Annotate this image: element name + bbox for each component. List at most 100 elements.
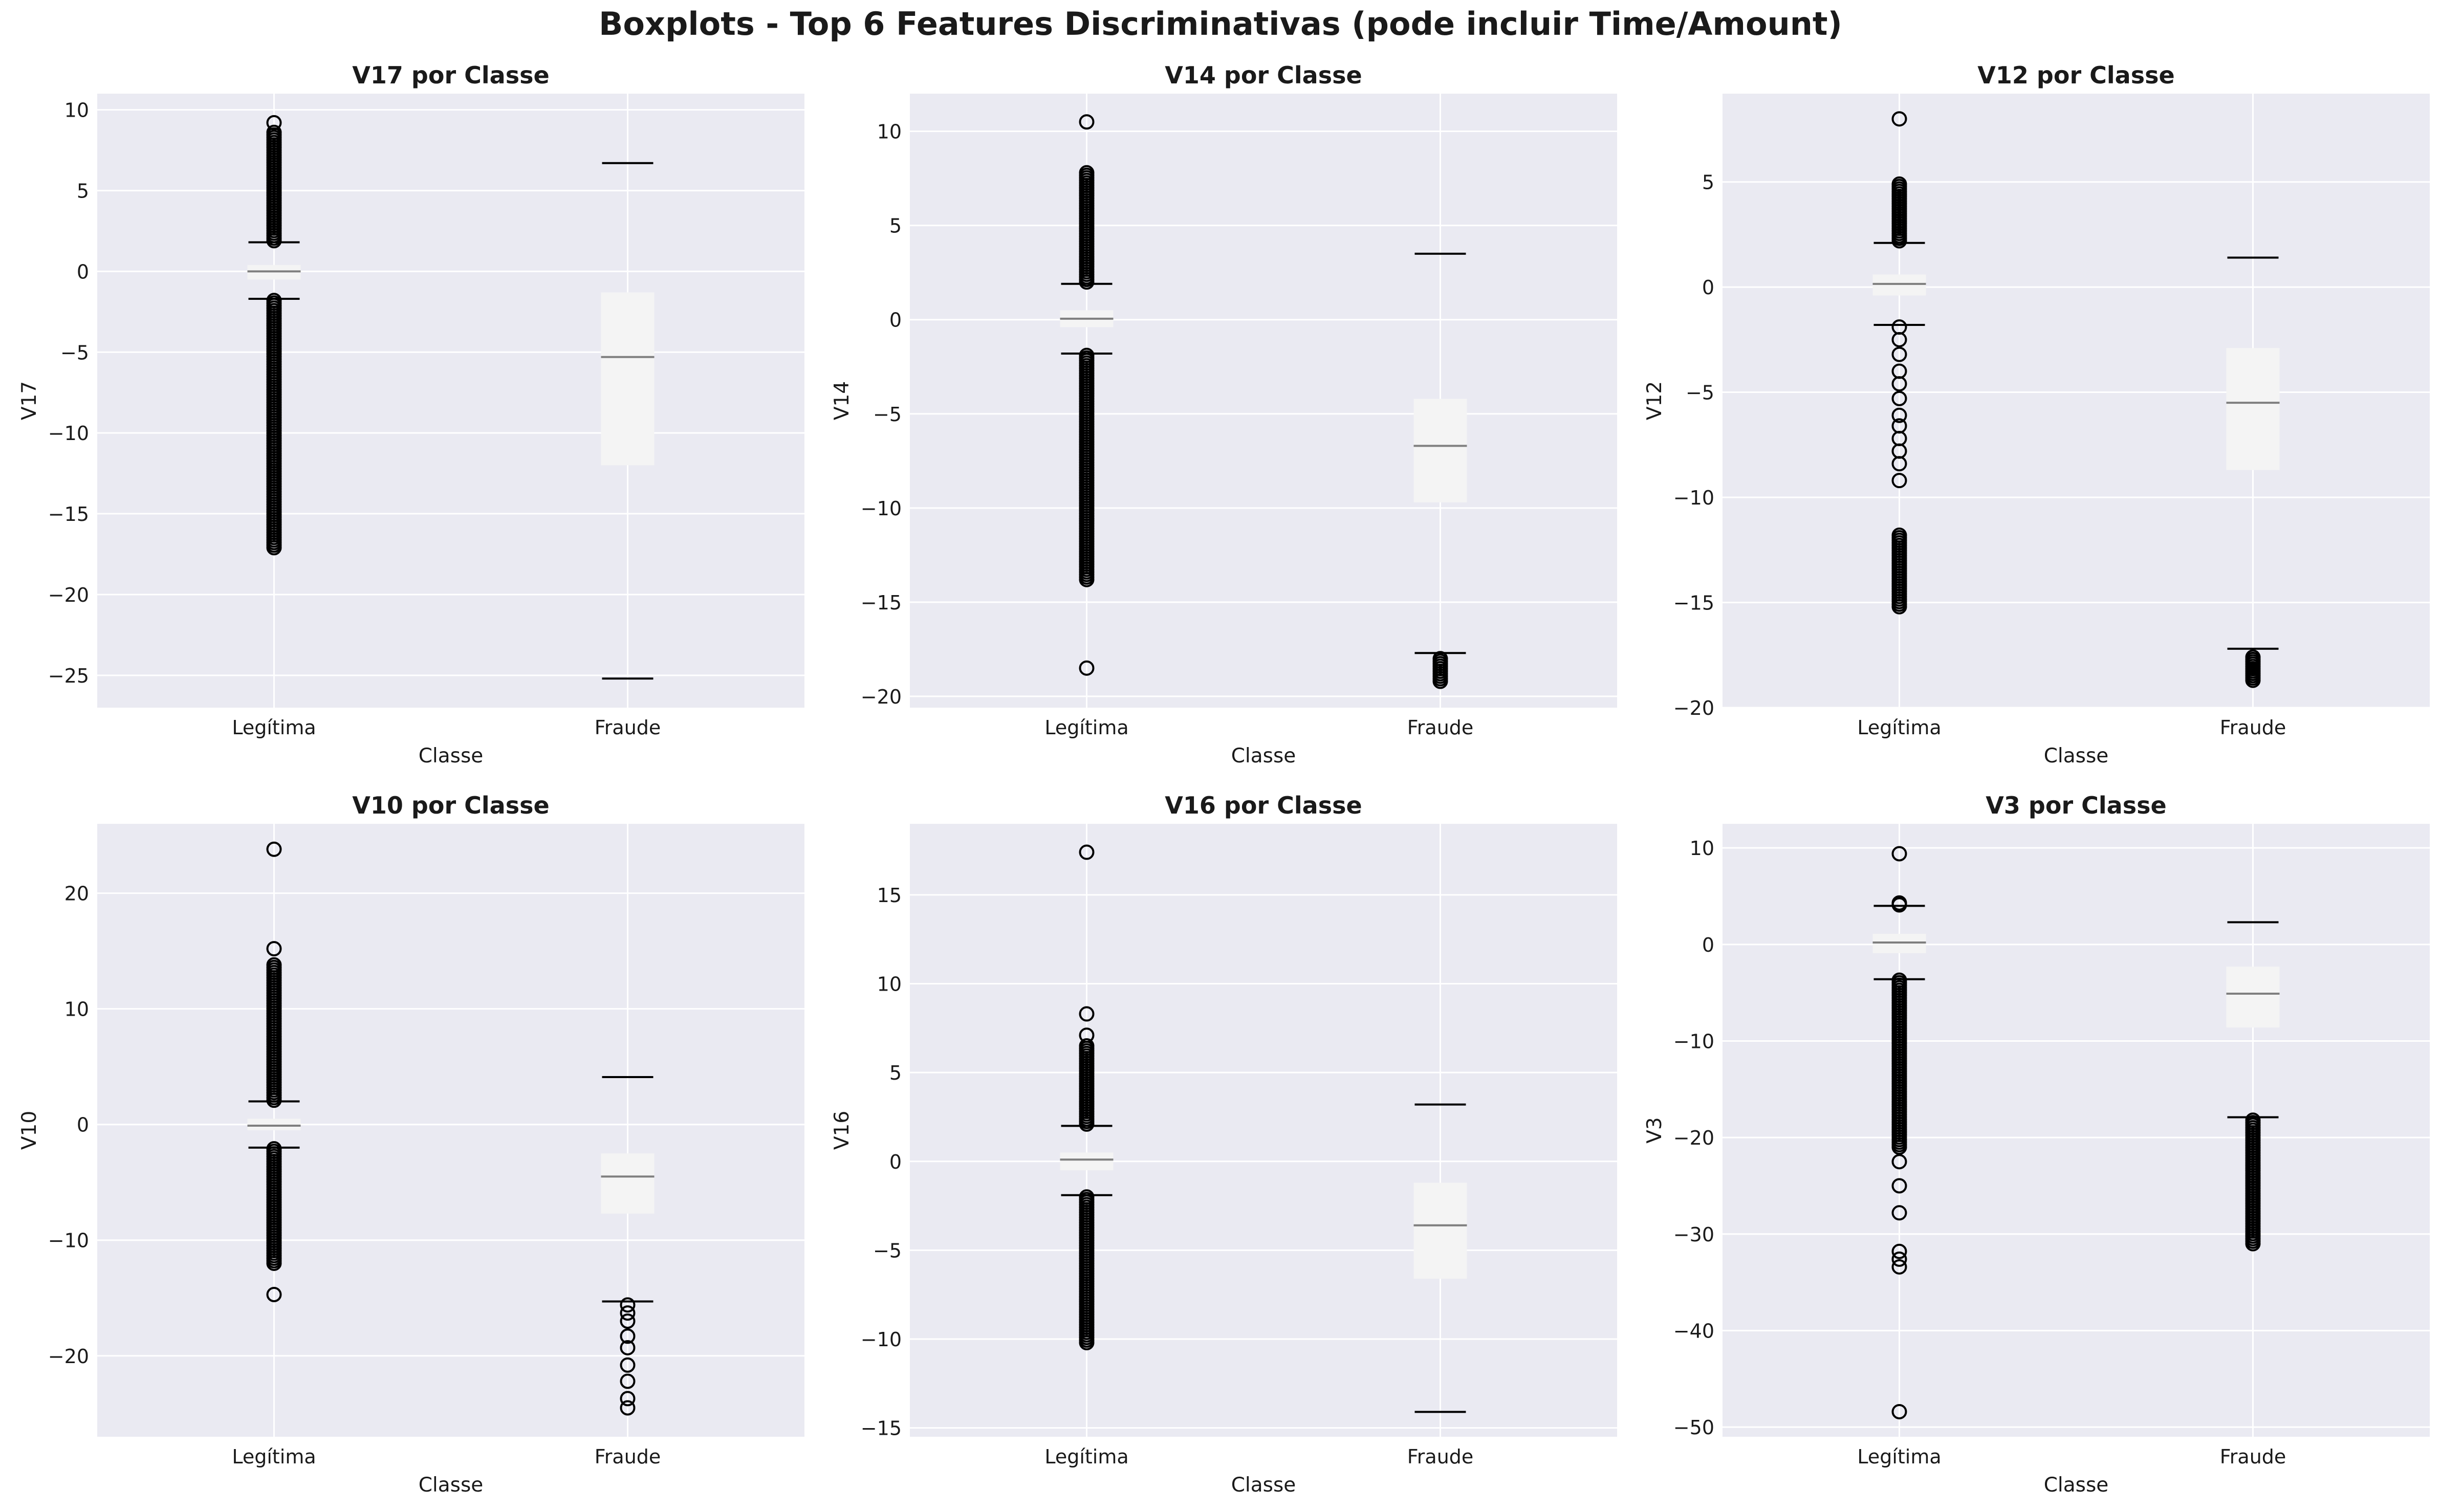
iqr-box (1413, 1182, 1467, 1279)
subplot-4: V10 por Classe −20 −10 0 10 20 Legítima Fraude C… (18, 792, 804, 1497)
iqr-box (1872, 274, 1926, 296)
outlier-point (1079, 1027, 1095, 1043)
x-axis-label: Classe (419, 1474, 484, 1497)
iqr-box (247, 1119, 301, 1130)
outlier-point (1891, 1404, 1907, 1419)
x-axis-label: Classe (2044, 1474, 2109, 1497)
iqr-box (1060, 1152, 1114, 1171)
subplot-title: V17 por Classe (352, 61, 549, 89)
box-fraude (601, 1076, 655, 1416)
subplot-title: V3 por Classe (1986, 792, 2166, 819)
outlier-point (1891, 456, 1907, 472)
outlier-point (1891, 346, 1907, 362)
y-tick-label: 0 (1702, 276, 1714, 299)
y-tick-label: −15 (861, 1417, 902, 1440)
y-tick-label: −10 (1673, 487, 1714, 509)
outlier-point (266, 841, 282, 857)
y-tick-label: −5 (873, 403, 902, 426)
plot-area (910, 94, 1617, 708)
y-tick-label: −20 (48, 584, 89, 606)
x-tick-label: Fraude (2220, 1445, 2286, 1468)
x-tick-label: Legítima (1044, 1445, 1128, 1468)
y-tick-label: −15 (1673, 592, 1714, 615)
outlier-point (266, 1286, 282, 1302)
outlier-point (1891, 1178, 1907, 1194)
y-tick-label: −25 (48, 665, 89, 687)
outlier-point (1891, 473, 1907, 489)
box-legtima (1872, 111, 1926, 615)
x-axis-label: Classe (2044, 744, 2109, 768)
outlier-point (1079, 1006, 1095, 1022)
x-axis-label: Classe (419, 744, 484, 768)
outlier-point (1891, 407, 1907, 423)
subplot-title: V14 por Classe (1165, 61, 1362, 89)
y-tick-label: −50 (1673, 1416, 1714, 1439)
y-tick-label: −5 (60, 341, 89, 364)
y-tick-label: −10 (861, 497, 902, 520)
box-fraude (1413, 252, 1467, 689)
y-axis-label: V14 (831, 381, 854, 420)
box-fraude (1413, 1103, 1467, 1413)
y-tick-label: −5 (873, 1239, 902, 1262)
y-axis-label: V12 (1643, 381, 1666, 420)
outlier-point (2245, 649, 2261, 665)
outlier-point (1891, 1251, 1907, 1267)
subplot-title: V16 por Classe (1165, 792, 1362, 819)
outlier-point (1891, 528, 1907, 543)
box-legtima (1060, 114, 1114, 676)
y-tick-label: −20 (1673, 1127, 1714, 1149)
box-fraude (2226, 256, 2280, 688)
outlier-point (266, 124, 282, 140)
x-axis-label: Classe (1231, 744, 1296, 768)
y-tick-label: −20 (861, 686, 902, 708)
x-tick-label: Fraude (1407, 1445, 1474, 1468)
outlier-point (266, 1141, 282, 1157)
y-tick-label: −20 (1673, 697, 1714, 719)
y-axis-label: V16 (831, 1111, 854, 1150)
y-axis-label: V10 (18, 1111, 41, 1150)
x-tick-label: Legítima (1044, 716, 1128, 739)
outlier-point (1891, 332, 1907, 347)
y-tick-label: −15 (861, 591, 902, 614)
x-axis-label: Classe (1231, 1474, 1296, 1497)
x-tick-label: Legítima (1857, 1445, 1941, 1468)
outlier-point (620, 1297, 636, 1313)
y-tick-label: −10 (1673, 1030, 1714, 1053)
y-tick-label: 0 (77, 1114, 89, 1136)
y-tick-label: 0 (77, 260, 89, 283)
outlier-point (1891, 895, 1907, 911)
plot-area (97, 94, 804, 708)
outlier-point (1891, 1259, 1907, 1275)
subplot-5: V16 por Classe −15 −10 −5 0 5 10 15 Legítima Frau… (831, 792, 1617, 1497)
subplot-1: V17 por Classe −25 −20 −15 −10 −5 0 5 10 Legítima… (18, 61, 804, 768)
outlier-point (620, 1328, 636, 1344)
iqr-box (1413, 399, 1467, 502)
outlier-point (620, 1357, 636, 1373)
y-axis-label: V17 (18, 381, 41, 420)
outlier-point (1079, 347, 1095, 363)
plot-area (910, 824, 1617, 1437)
figure-suptitle: Boxplots - Top 6 Features Discriminativa… (599, 5, 1842, 42)
y-tick-label: −10 (48, 1230, 89, 1252)
plot-area (1723, 824, 2430, 1437)
outlier-point (1432, 651, 1448, 667)
y-tick-label: −15 (48, 503, 89, 525)
outlier-point (1891, 390, 1907, 406)
y-tick-label: 0 (1702, 934, 1714, 956)
box-fraude (601, 162, 655, 680)
x-tick-label: Legítima (232, 716, 316, 739)
y-tick-label: −30 (1673, 1223, 1714, 1246)
y-tick-label: 10 (64, 99, 89, 122)
y-tick-label: 10 (877, 973, 902, 996)
x-tick-label: Legítima (232, 1445, 316, 1468)
box-fraude (2226, 921, 2280, 1252)
y-tick-label: 10 (877, 121, 902, 143)
subplot-2: V14 por Classe −20 −15 −10 −5 0 5 10 Legítima Fra… (831, 61, 1617, 768)
outlier-point (1079, 165, 1095, 181)
x-tick-label: Fraude (595, 1445, 661, 1468)
subplot-6: V3 por Classe −50 −40 −30 −20 −10 0 10 Legítima F… (1643, 792, 2430, 1497)
subplot-3: V12 por Classe −20 −15 −10 −5 0 5 Legítima Fraud… (1643, 61, 2430, 768)
outlier-point (1079, 844, 1095, 860)
y-axis-label: V3 (1643, 1117, 1666, 1144)
subplot-title: V12 por Classe (1977, 61, 2174, 89)
